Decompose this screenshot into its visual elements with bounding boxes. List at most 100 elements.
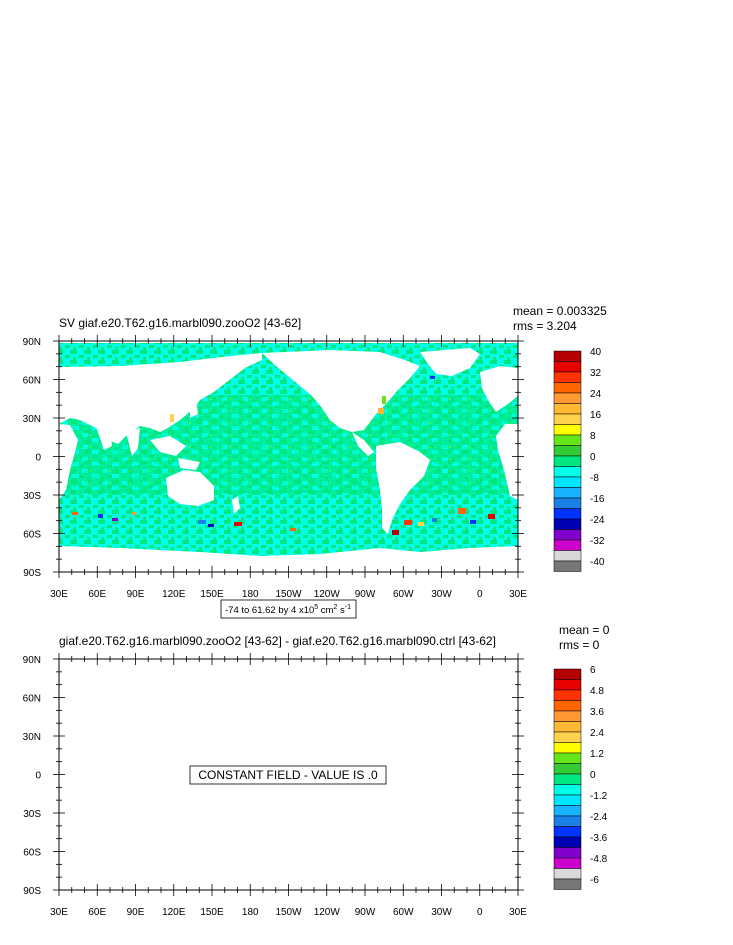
lat-tick-label: 30N — [23, 732, 41, 743]
panel-2-title: giaf.e20.T62.g16.marbl090.zooO2 [43-62] … — [59, 634, 496, 648]
colorbar-swatch — [553, 424, 582, 436]
lat-tick-label: 60S — [23, 848, 41, 859]
lon-tick-label: 90W — [355, 907, 376, 918]
colorbar-label: -6 — [590, 875, 599, 886]
panel-1-rms: rms = 3.204 — [513, 319, 577, 333]
colorbar-swatch — [553, 413, 582, 425]
lon-tick-label: 0 — [477, 907, 483, 918]
colorbar-label: 3.6 — [590, 707, 604, 718]
colorbar-swatch — [553, 857, 582, 869]
colorbar-label: -8 — [590, 473, 599, 484]
colorbar-swatch — [553, 847, 582, 859]
panel-2-ticks — [53, 653, 524, 896]
constant-field-box — [189, 765, 387, 785]
lat-tick-label: 0 — [35, 453, 41, 464]
colorbar-swatch — [553, 878, 582, 890]
colorbar-swatch — [553, 721, 582, 733]
colorbar-swatch — [553, 518, 582, 530]
lon-tick-label: 0 — [477, 589, 483, 600]
lon-tick-label: 30E — [50, 907, 68, 918]
colorbar-label: 0 — [590, 452, 596, 463]
panel-1-lat-labels: 90N 60N 30N 0 30S 60S 90S — [23, 337, 42, 579]
panel-1: SV giaf.e20.T62.g16.marbl090.zooO2 [43-6… — [23, 304, 607, 619]
panel-1-colorbar: 40 32 24 16 8 0 -8 -16 -24 -32 -40 — [553, 347, 605, 572]
colorbar-swatch — [553, 731, 582, 743]
colorbar-label: 24 — [590, 389, 602, 400]
range-label-box — [220, 599, 357, 619]
colorbar-swatch — [553, 805, 582, 817]
colorbar-label: 1.2 — [590, 749, 604, 760]
panel-2: giaf.e20.T62.g16.marbl090.zooO2 [43-62] … — [23, 623, 610, 918]
panel-1-lon-labels: 30E 60E 90E 120E 150E 180 150W 120W 90W 60W 30W 0 30… — [50, 589, 527, 600]
colorbar-swatch — [553, 539, 582, 551]
lon-tick-label: 150E — [200, 907, 224, 918]
lon-tick-label: 60E — [88, 907, 106, 918]
lat-tick-label: 90S — [23, 568, 41, 579]
panel-1-mean: mean = 0.003325 — [513, 304, 607, 318]
lon-tick-label: 120E — [162, 907, 186, 918]
lon-tick-label: 150E — [200, 589, 224, 600]
panel-2-colorbar: 6 4.8 3.6 2.4 1.2 0 -1.2 -2.4 -3.6 -4.8 -6 — [553, 665, 608, 890]
colorbar-label: -16 — [590, 494, 605, 505]
lon-tick-label: 60W — [393, 907, 414, 918]
colorbar-swatch — [553, 476, 582, 488]
colorbar-swatch — [553, 529, 582, 541]
colorbar-swatch — [553, 508, 582, 520]
colorbar-swatch — [553, 560, 582, 572]
colorbar-swatch — [553, 403, 582, 415]
colorbar-swatch — [553, 773, 582, 785]
colorbar-swatch — [553, 794, 582, 806]
colorbar-label: -32 — [590, 536, 605, 547]
lat-tick-label: 60S — [23, 530, 41, 541]
panel-1-map-field — [59, 341, 518, 572]
constant-field-label: CONSTANT FIELD - VALUE IS .0 — [198, 768, 378, 782]
colorbar-label: -24 — [590, 515, 605, 526]
colorbar-swatch — [553, 487, 582, 499]
range-label: -74 to 61.62 by 4 x105 cm2 s-1 — [225, 604, 351, 616]
lat-tick-label: 90N — [23, 337, 41, 348]
colorbar-swatch — [553, 752, 582, 764]
colorbar-swatch — [553, 550, 582, 562]
colorbar-label: 6 — [590, 665, 596, 676]
colorbar-swatch — [553, 679, 582, 691]
colorbar-swatch — [553, 466, 582, 478]
colorbar-label: 16 — [590, 410, 602, 421]
lon-tick-label: 150W — [275, 589, 302, 600]
colorbar-label: -2.4 — [590, 812, 608, 823]
colorbar-swatch — [553, 815, 582, 827]
lon-tick-label: 60W — [393, 589, 414, 600]
colorbar-label: 32 — [590, 368, 602, 379]
colorbar-swatch — [553, 392, 582, 404]
lat-tick-label: 60N — [23, 376, 41, 387]
lon-tick-label: 30E — [509, 907, 527, 918]
colorbar-swatch — [553, 497, 582, 509]
colorbar-swatch — [553, 361, 582, 373]
colorbar-label: 4.8 — [590, 686, 604, 697]
lon-tick-label: 90E — [127, 907, 145, 918]
colorbar-label: -4.8 — [590, 854, 608, 865]
lon-tick-label: 30W — [431, 589, 452, 600]
lon-tick-label: 150W — [275, 907, 302, 918]
colorbar-swatch — [553, 710, 582, 722]
colorbar-swatch — [553, 742, 582, 754]
lat-tick-label: 60N — [23, 694, 41, 705]
lat-tick-label: 90S — [23, 886, 41, 897]
colorbar-swatch — [553, 455, 582, 467]
colorbar-swatch — [553, 836, 582, 848]
colorbar-swatch — [553, 826, 582, 838]
colorbar-swatch — [553, 350, 582, 362]
lon-tick-label: 120W — [314, 907, 341, 918]
panel-2-lon-labels: 30E 60E 90E 120E 150E 180 150W 120W 90W 60W 30W 0 30… — [50, 907, 527, 918]
colorbar-swatch — [553, 689, 582, 701]
colorbar-label: 8 — [590, 431, 596, 442]
panel-2-rms: rms = 0 — [559, 638, 600, 652]
lon-tick-label: 60E — [88, 589, 106, 600]
land-mask — [59, 341, 518, 572]
lon-tick-label: 30W — [431, 907, 452, 918]
lat-tick-label: 90N — [23, 655, 41, 666]
lon-tick-label: 180 — [242, 907, 259, 918]
colorbar-swatch — [553, 371, 582, 383]
colorbar-label: 2.4 — [590, 728, 604, 739]
lon-tick-label: 90W — [355, 589, 376, 600]
colorbar-label: -40 — [590, 557, 605, 568]
